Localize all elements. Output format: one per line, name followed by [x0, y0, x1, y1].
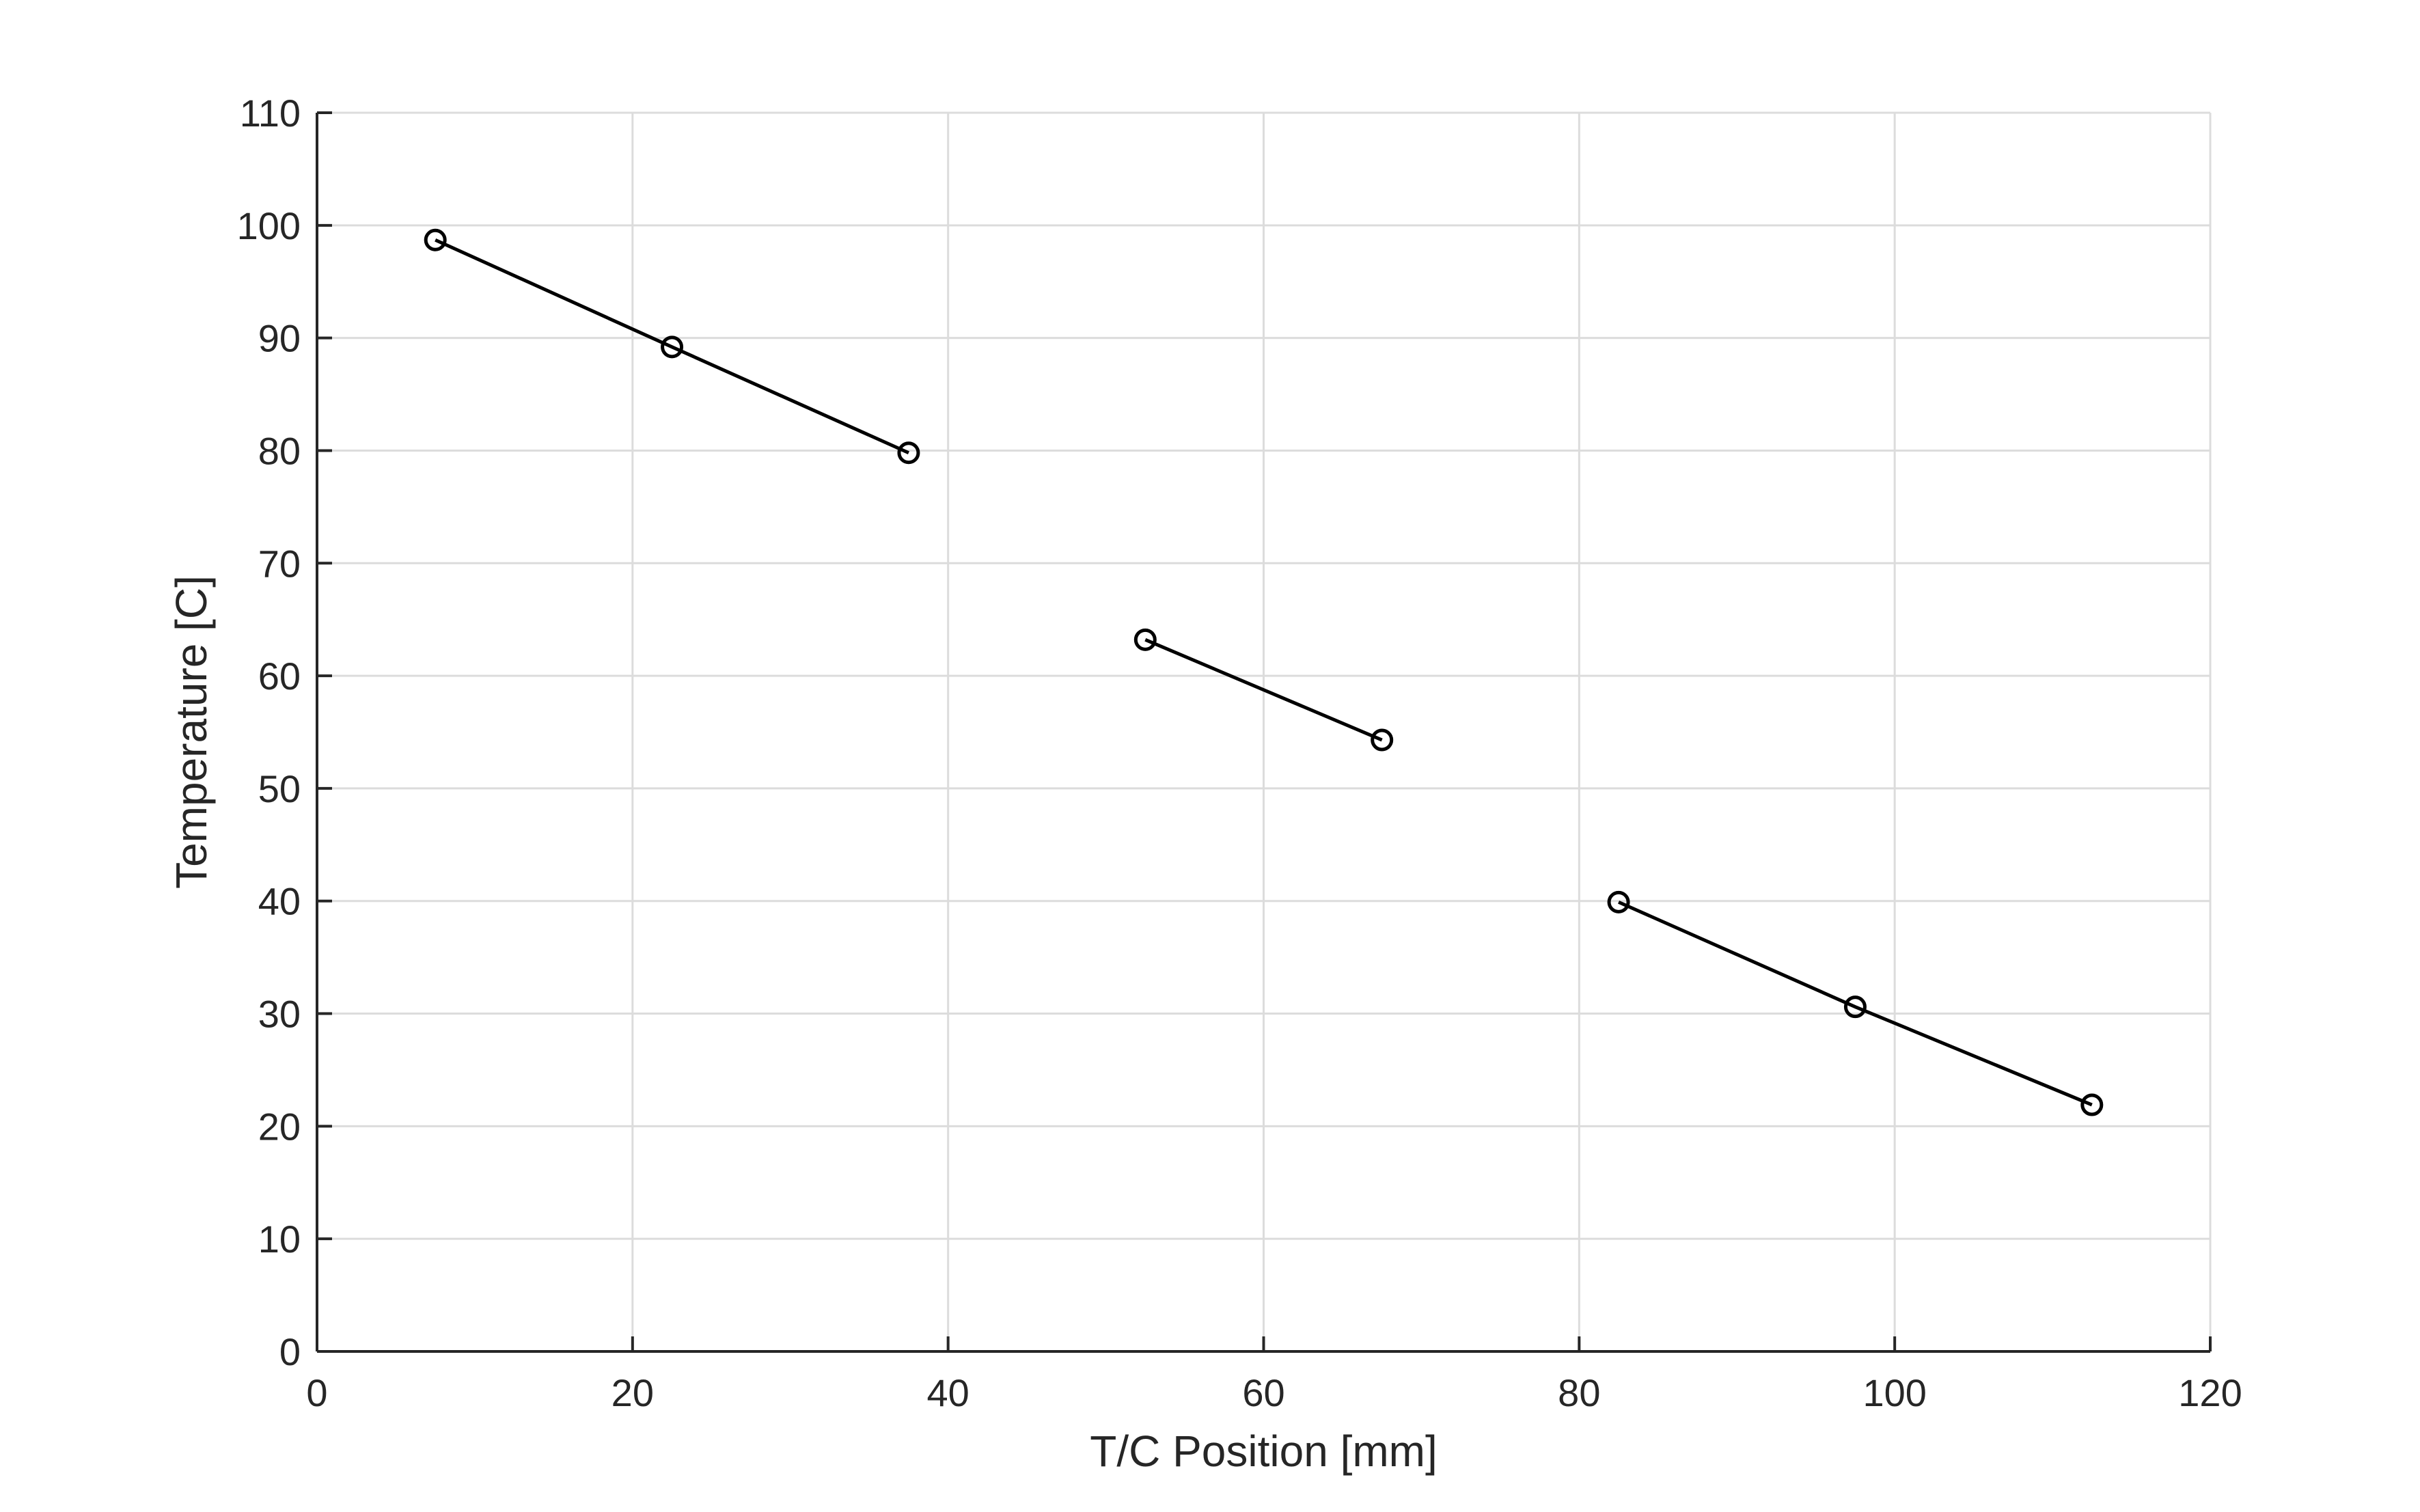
y-tick-label: 40 — [258, 880, 301, 923]
y-tick-label: 20 — [258, 1105, 301, 1148]
data-point — [1843, 995, 1867, 1019]
y-tick-label: 110 — [240, 92, 301, 135]
y-tick-label: 100 — [237, 204, 301, 247]
y-tick-label: 30 — [258, 993, 301, 1036]
series-2 — [1133, 628, 1394, 752]
plot-series — [424, 228, 2104, 1116]
series-line — [1144, 638, 1383, 742]
data-point — [1371, 728, 1394, 752]
x-axis-title: T/C Position [mm] — [1090, 1427, 1438, 1476]
x-tick-label: 100 — [1862, 1371, 1926, 1414]
series-line — [1618, 901, 2093, 1107]
x-tick-label: 20 — [611, 1371, 654, 1414]
series-3 — [1607, 890, 2104, 1116]
grid — [317, 111, 2212, 1351]
y-tick-label: 60 — [258, 655, 301, 698]
y-tick-label: 10 — [258, 1218, 301, 1261]
y-tick-label: 70 — [258, 542, 301, 585]
y-tick-label: 50 — [258, 767, 301, 810]
series-1 — [424, 228, 920, 465]
y-tick-label: 80 — [258, 429, 301, 472]
y-axis-title: Temperature [C] — [167, 575, 216, 889]
data-point — [424, 228, 447, 251]
x-tick-label: 80 — [1558, 1371, 1600, 1414]
data-point — [897, 441, 920, 465]
x-tick-label: 120 — [2178, 1371, 2242, 1414]
series-line — [435, 238, 909, 455]
data-point — [1133, 628, 1157, 651]
x-tick-label: 60 — [1242, 1371, 1284, 1414]
x-tick-label: 0 — [306, 1371, 327, 1414]
data-point — [1607, 890, 1630, 913]
x-tick-label: 40 — [927, 1371, 970, 1414]
data-point — [2080, 1093, 2104, 1116]
data-point — [661, 335, 684, 359]
ticks: 0 20 40 60 80 100 120 0 10 20 30 40 50 60 70 80 90 100 110 — [237, 92, 2242, 1414]
y-tick-label: 90 — [258, 317, 301, 360]
y-tick-label: 0 — [279, 1330, 301, 1373]
